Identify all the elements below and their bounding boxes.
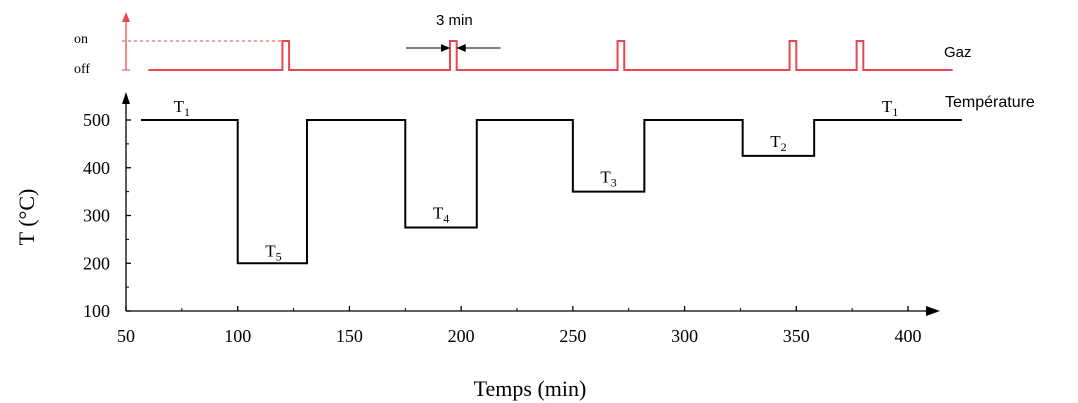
y-tick-label: 500 <box>83 110 110 130</box>
temperature-level-label: T1 <box>174 97 190 119</box>
x-tick-label: 250 <box>559 326 586 346</box>
temperature-level-label: T5 <box>265 241 281 263</box>
x-tick-label: 100 <box>224 326 251 346</box>
x-axis-label: Temps (min) <box>474 376 587 401</box>
gas-panel: on off Gaz 3 min <box>74 12 972 77</box>
x-tick-label: 400 <box>895 326 922 346</box>
y-tick-label: 200 <box>83 253 110 273</box>
y-axis-arrowhead <box>122 92 130 104</box>
dimension-arrowhead-right <box>456 44 466 52</box>
gas-series-line <box>148 40 953 71</box>
dimension-arrowhead-left <box>440 44 450 52</box>
x-tick-label: 200 <box>448 326 475 346</box>
x-tick-label: 150 <box>336 326 363 346</box>
temperature-series-label: Température <box>945 94 1035 111</box>
gas-y-axis-arrowhead <box>122 12 130 22</box>
y-axis-label: T (°C) <box>14 189 39 246</box>
gas-series-label: Gaz <box>944 44 972 61</box>
x-axis-arrowhead <box>926 306 940 316</box>
y-tick-label: 100 <box>83 301 110 321</box>
y-tick-label: 400 <box>83 158 110 178</box>
x-tick-label: 50 <box>117 326 135 346</box>
temperature-series-line <box>141 119 962 265</box>
x-tick-label: 350 <box>783 326 810 346</box>
temperature-level-label: T2 <box>770 132 786 154</box>
temperature-level-label: T3 <box>600 168 616 190</box>
temperature-level-label: T1 <box>882 97 898 119</box>
x-tick-label: 300 <box>671 326 698 346</box>
y-tick-label: 300 <box>83 206 110 226</box>
pulse-width-annotation: 3 min <box>436 12 473 29</box>
temperature-panel: Température Temps (min) T (°C) 50 100 150 2… <box>14 92 1035 401</box>
gas-on-label: on <box>74 32 88 47</box>
gas-off-label: off <box>74 62 90 77</box>
temperature-level-label: T4 <box>433 203 449 225</box>
